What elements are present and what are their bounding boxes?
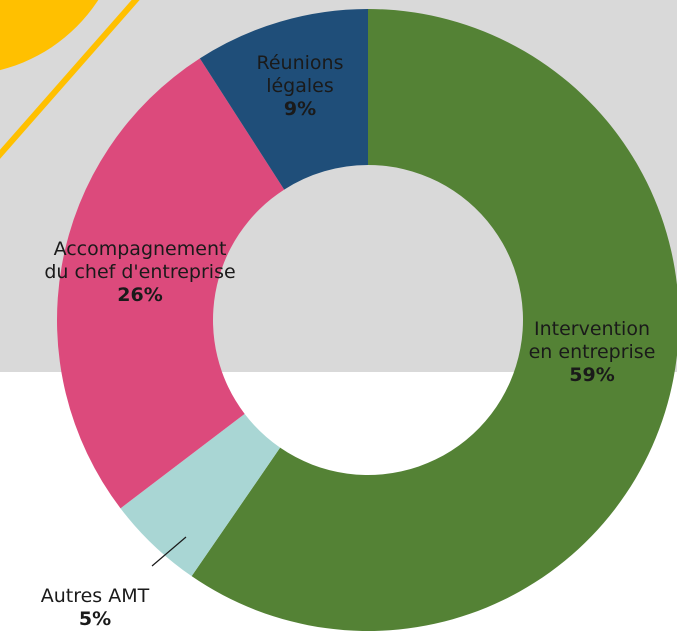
- sun-decoration: [0, 0, 99, 71]
- percent-label: 59%: [569, 364, 615, 386]
- donut: [56, 9, 677, 631]
- sun-ray: [0, 0, 140, 159]
- donut-slice: [199, 9, 368, 190]
- category-name: Autres AMT: [40, 585, 150, 607]
- slice-label: Intervention en entreprise 59%: [522, 318, 662, 387]
- slice-label: Autres AMT 5%: [15, 585, 175, 631]
- category-name: Réunions légales: [256, 52, 344, 97]
- leader-line: [151, 536, 187, 567]
- slice-label: Réunions légales 9%: [225, 52, 375, 121]
- percent-label: 5%: [78, 608, 112, 630]
- percent-label: 26%: [117, 284, 163, 306]
- donut-slice: [56, 58, 285, 509]
- category-name: Accompagnement du chef d'entreprise: [44, 238, 236, 283]
- donut-slice: [191, 9, 677, 631]
- donut-slice: [120, 413, 281, 577]
- slice-label: Accompagnement du chef d'entreprise 26%: [40, 238, 240, 307]
- percent-label: 9%: [283, 98, 317, 120]
- category-name: Intervention en entreprise: [528, 318, 656, 363]
